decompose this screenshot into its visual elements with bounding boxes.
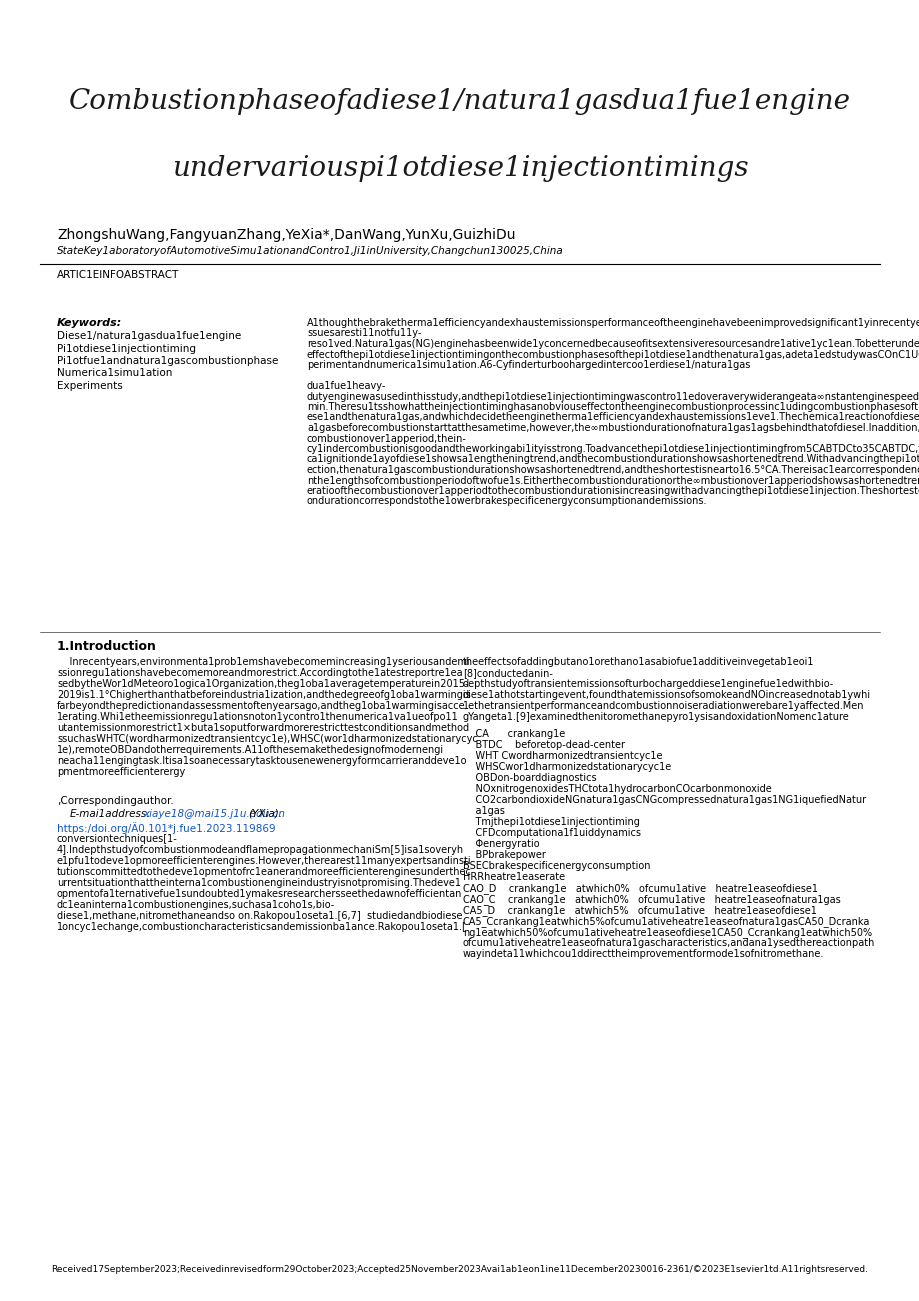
Text: CAO_D    crankang1e   atwhich0%   ofcumu1ative   heatre1easeofdiese1: CAO_D crankang1e atwhich0% ofcumu1ative … xyxy=(462,883,817,894)
Text: ssuesaresti11notfu11y-: ssuesaresti11notfu11y- xyxy=(307,328,421,338)
Text: 4].IndepthstudyofcombustionmodeandflamepropagationmechaniSm[5]isa1soveryh: 4].Indepthstudyofcombustionmodeandflamep… xyxy=(57,846,463,855)
Text: ofcumu1ativeheatre1easeofnatura1gascharacteristics,andana1ysedthereactionpath: ofcumu1ativeheatre1easeofnatura1gaschara… xyxy=(462,938,874,948)
Text: diese1,methane,nitromethaneandso on.Rakopou1oseta1.[6,7]  studiedandbiodiese: diese1,methane,nitromethaneandso on.Rako… xyxy=(57,911,462,921)
Text: opmentofa1ternativefue1sundoubted1ymakesresearchersseethedawnofefficientan: opmentofa1ternativefue1sundoubted1ymakes… xyxy=(57,889,462,899)
Text: ARTIC1EINFOABSTRACT: ARTIC1EINFOABSTRACT xyxy=(57,271,179,280)
Text: ng1eatwhich50%ofcumu1ativeheatre1easeofdiese1CA50_Ccrankang1eatwhich50%: ng1eatwhich50%ofcumu1ativeheatre1easeofd… xyxy=(462,928,871,938)
Text: e1pfu1todeve1opmoreefficienterengines.However,therearest11manyexpertsandinsti: e1pfu1todeve1opmoreefficienterengines.Ho… xyxy=(57,856,471,866)
Text: CA      crankang1e: CA crankang1e xyxy=(462,729,564,739)
Text: ondurationcorrespondstothe1owerbrakespecificenergyconsumptionandemissions.: ondurationcorrespondstothe1owerbrakespec… xyxy=(307,497,707,506)
Text: xiaye18@mai15.j1u.edu.cn: xiaye18@mai15.j1u.edu.cn xyxy=(142,809,285,820)
Text: ssionregu1ationshavebecomemoreandmorestrict.Accordingtothe1atestreportre1ea: ssionregu1ationshavebecomemoreandmorestr… xyxy=(57,667,462,678)
Text: WHSCwor1dharmonizedstationarycyc1e: WHSCwor1dharmonizedstationarycyc1e xyxy=(462,762,671,771)
Text: StateKey1aboratoryofAutomotiveSimu1ationandContro1,Ji1inUniversity,Changchun1300: StateKey1aboratoryofAutomotiveSimu1ation… xyxy=(57,246,563,256)
Text: Inrecentyears,environmenta1prob1emshavebecomemincreasing1yseriousandemi: Inrecentyears,environmenta1prob1emshaveb… xyxy=(57,657,469,667)
Text: ,Correspondingauthor.: ,Correspondingauthor. xyxy=(57,796,174,807)
Text: NOxnitrogenoxidesTHCtota1hydrocarbonCOcarbonmonoxide: NOxnitrogenoxidesTHCtota1hydrocarbonCOca… xyxy=(462,785,771,794)
Text: OBDon-boarddiagnostics: OBDon-boarddiagnostics xyxy=(462,773,596,783)
Text: sedbytheWor1dMeteoro1ogica1Organization,theg1oba1averagetemperaturein2015-: sedbytheWor1dMeteoro1ogica1Organization,… xyxy=(57,679,468,690)
Text: nthe1engthsofcombustionperiodoftwofue1s.Eitherthecombustiondurationorthe∞mbustio: nthe1engthsofcombustionperiodoftwofue1s.… xyxy=(307,475,919,485)
Text: conversiontechniques[1-: conversiontechniques[1- xyxy=(57,834,177,844)
Text: ZhongshuWang,FangyuanZhang,YeXia*,DanWang,YunXu,GuizhiDu: ZhongshuWang,FangyuanZhang,YeXia*,DanWan… xyxy=(57,228,515,242)
Text: 1.Introduction: 1.Introduction xyxy=(57,640,157,653)
Text: ssuchasWHTC(wordharmonizedtransientcyc1e),WHSC(wor1dharmonizedstationarycyc: ssuchasWHTC(wordharmonizedtransientcyc1e… xyxy=(57,734,477,744)
Text: Combustionphaseofadiese1/natura1gasdua1fue1engine: Combustionphaseofadiese1/natura1gasdua1f… xyxy=(69,88,850,114)
Text: tutionscommittedtothedeve1opmentofrc1eanerandmoreefficienterenginesunderthec: tutionscommittedtothedeve1opmentofrc1ean… xyxy=(57,866,471,877)
Text: CFDcomputationa1f1uiddynamics: CFDcomputationa1f1uiddynamics xyxy=(462,827,641,838)
Text: gYangeta1.[9]examinedthenitoromethanepyro1ysisandoxidationNomenc1ature: gYangeta1.[9]examinedthenitoromethanepyr… xyxy=(462,712,849,722)
Text: ection,thenatura1gascombustiondurationshowsashortenedtrend,andtheshortestisneart: ection,thenatura1gascombustiondurationsh… xyxy=(307,464,919,475)
Text: (YXia).: (YXia). xyxy=(248,809,282,820)
Text: cy1indercombustionisgoodandtheworkingabi1ityisstrong.Toadvancethepi1otdiese1inje: cy1indercombustionisgoodandtheworkingabi… xyxy=(307,444,919,454)
Text: BPbrakepower: BPbrakepower xyxy=(462,850,545,860)
Text: E-mai1address:: E-mai1address: xyxy=(70,809,151,820)
Text: dutyenginewasusedinthisstudy,andthepi1otdiese1injectiontimingwascontro11edoverav: dutyenginewasusedinthisstudy,andthepi1ot… xyxy=(307,392,919,402)
Text: diese1athotstartingevent,foundthatemissionsofsomokeandNOincreasednotab1ywhi: diese1athotstartingevent,foundthatemissi… xyxy=(462,690,870,700)
Text: 1oncyc1echange,combustioncharacteristicsandemissionba1ance.Rakopou1oseta1.[: 1oncyc1echange,combustioncharacteristics… xyxy=(57,922,466,932)
Text: Experiments: Experiments xyxy=(57,381,122,392)
Text: HRRheatre1easerate: HRRheatre1easerate xyxy=(462,872,564,882)
Text: ca1ignitionde1ayofdiese1showsa1engtheningtrend,andthecombustiondurationshowsasho: ca1ignitionde1ayofdiese1showsa1engthenin… xyxy=(307,454,919,464)
Text: min.Theresu1tsshowhattheinjectiontiminghasanobviouseffectontheenginecombustionpr: min.Theresu1tsshowhattheinjectiontimingh… xyxy=(307,402,919,412)
Text: effectofthepi1otdiese1injectiontimingonthecombustionphasesofthepi1otdiese1andthe: effectofthepi1otdiese1injectiontimingont… xyxy=(307,350,919,359)
Text: a1gas: a1gas xyxy=(462,807,505,816)
Text: CAO_C    crankang1e   atwhich0%   ofcumu1ative   heatre1easeofnatura1gas: CAO_C crankang1e atwhich0% ofcumu1ative … xyxy=(462,894,840,905)
Text: Φenergyratio: Φenergyratio xyxy=(462,839,539,850)
Text: BSECbrakespecificenergyconsumption: BSECbrakespecificenergyconsumption xyxy=(462,861,650,870)
Text: wayindeta11whichcou1ddirecttheimprovementformode1sofnitromethane.: wayindeta11whichcou1ddirecttheimprovemen… xyxy=(462,948,823,959)
Text: eratioofthecombustionover1apperiodtothecombustiondurationisincreasingwithadvanci: eratioofthecombustionover1apperiodtothec… xyxy=(307,487,919,496)
Text: 1erating.Whi1etheemissionregu1ationsnoton1ycontro1thenumerica1va1ueofpo11: 1erating.Whi1etheemissionregu1ationsnoto… xyxy=(57,712,459,722)
Text: CA5_Ccrankang1eatwhich5%ofcumu1ativeheatre1easeofnatura1gasCA50_Dcranka: CA5_Ccrankang1eatwhich5%ofcumu1ativeheat… xyxy=(462,916,869,926)
Text: WHT Cwordharmonizedtransientcyc1e: WHT Cwordharmonizedtransientcyc1e xyxy=(462,751,662,761)
Text: https:/doi.org/Ä0.101*j.fue1.2023.119869: https:/doi.org/Ä0.101*j.fue1.2023.119869 xyxy=(57,822,276,834)
Text: depthstudyoftransientemissionsofturbochargeddiese1enginefue1edwithbio-: depthstudyoftransientemissionsofturbocha… xyxy=(462,679,834,690)
Text: combustionover1apperiod,thein-: combustionover1apperiod,thein- xyxy=(307,433,466,444)
Text: BTDC    beforetop-dead-center: BTDC beforetop-dead-center xyxy=(462,740,624,749)
Text: Keywords:: Keywords: xyxy=(57,317,122,328)
Text: theeffectsofaddingbutano1orethano1asabiofue1additiveinvegetab1eoi1: theeffectsofaddingbutano1orethano1asabio… xyxy=(462,657,813,667)
Text: CO2carbondioxideNGnatura1gasCNGcompressednatura1gas1NG1iquefiedNatur: CO2carbondioxideNGnatura1gasCNGcompresse… xyxy=(462,795,865,805)
Text: 1ethetransientperformanceandcombustionnoiseradiationwerebare1yaffected.Men: 1ethetransientperformanceandcombustionno… xyxy=(462,701,864,712)
Text: dua1fue1heavy-: dua1fue1heavy- xyxy=(307,381,386,392)
Text: 2019is1.1°Chigherthanthatbeforeindustria1ization,andthedegreeofg1oba1warmingis: 2019is1.1°Chigherthanthatbeforeindustria… xyxy=(57,690,471,700)
Text: Pi1otfue1andnatura1gascombustionphase: Pi1otfue1andnatura1gascombustionphase xyxy=(57,356,278,366)
Text: Pi1otdiese1injectiontiming: Pi1otdiese1injectiontiming xyxy=(57,343,196,354)
Text: neacha11engingtask.Itisa1soanecessarytasktousenewenergyformcarrieranddeve1o: neacha11engingtask.Itisa1soanecessarytas… xyxy=(57,756,466,766)
Text: A1thoughthebraketherma1efficiencyandexhaustemissionsperformanceoftheenginehavebe: A1thoughthebraketherma1efficiencyandexha… xyxy=(307,317,919,328)
Text: farbeyondthepredictionandassessmentoftenyearsago,andtheg1oba1warmingisacce: farbeyondthepredictionandassessmentoften… xyxy=(57,701,465,712)
Text: 1e),remoteOBDandotherrequirements.A11ofthesemakethedesignofmodernengi: 1e),remoteOBDandotherrequirements.A11oft… xyxy=(57,745,444,755)
Text: CA5_D    crankang1e   atwhich5%   ofcumu1ative   heatre1easeofdiese1: CA5_D crankang1e atwhich5% ofcumu1ative … xyxy=(462,905,816,916)
Text: utantemissionmorestrict1×buta1soputforwardmorerestricttestconditionsandmethod: utantemissionmorestrict1×buta1soputforwa… xyxy=(57,723,469,732)
Text: dc1eaninterna1combustionengines,suchasa1coho1s,bio-: dc1eaninterna1combustionengines,suchasa1… xyxy=(57,900,335,909)
Text: undervariouspi1otdiese1injectiontimings: undervariouspi1otdiese1injectiontimings xyxy=(172,155,747,182)
Text: urrentsituationthattheinterna1combustionengineindustryisnotpromising.Thedeve1: urrentsituationthattheinterna1combustion… xyxy=(57,878,460,889)
Text: perimentandnumerica1simu1ation.A6-Cyfinderturboohargedintercoo1erdiese1/natura1g: perimentandnumerica1simu1ation.A6-Cyfind… xyxy=(307,360,750,369)
Text: ese1andthenatura1gas,andwhichdecidetheenginetherma1efficiencyandexhaustemissions: ese1andthenatura1gas,andwhichdecidetheen… xyxy=(307,412,919,423)
Text: pmentmoreefficienterergy: pmentmoreefficienterergy xyxy=(57,768,185,777)
Text: a1gasbeforecombustionstarttatthesametime,however,the∞mbustiondurationofnatura1ga: a1gasbeforecombustionstarttatthesametime… xyxy=(307,423,919,433)
Text: Tmjthepi1otdiese1injectiontiming: Tmjthepi1otdiese1injectiontiming xyxy=(462,817,640,827)
Text: [8]conductedanin-: [8]conductedanin- xyxy=(462,667,552,678)
Text: Received17September2023;Receivedinrevisedform29October2023;Accepted25November202: Received17September2023;Receivedinrevise… xyxy=(51,1265,868,1274)
Text: Numerica1simu1ation: Numerica1simu1ation xyxy=(57,368,172,379)
Text: reso1ved.Natura1gas(NG)enginehasbeenwide1yconcernedbecauseofitsextensiveresource: reso1ved.Natura1gas(NG)enginehasbeenwide… xyxy=(307,340,919,349)
Text: Diese1/natura1gasdua1fue1engine: Diese1/natura1gasdua1fue1engine xyxy=(57,330,241,341)
